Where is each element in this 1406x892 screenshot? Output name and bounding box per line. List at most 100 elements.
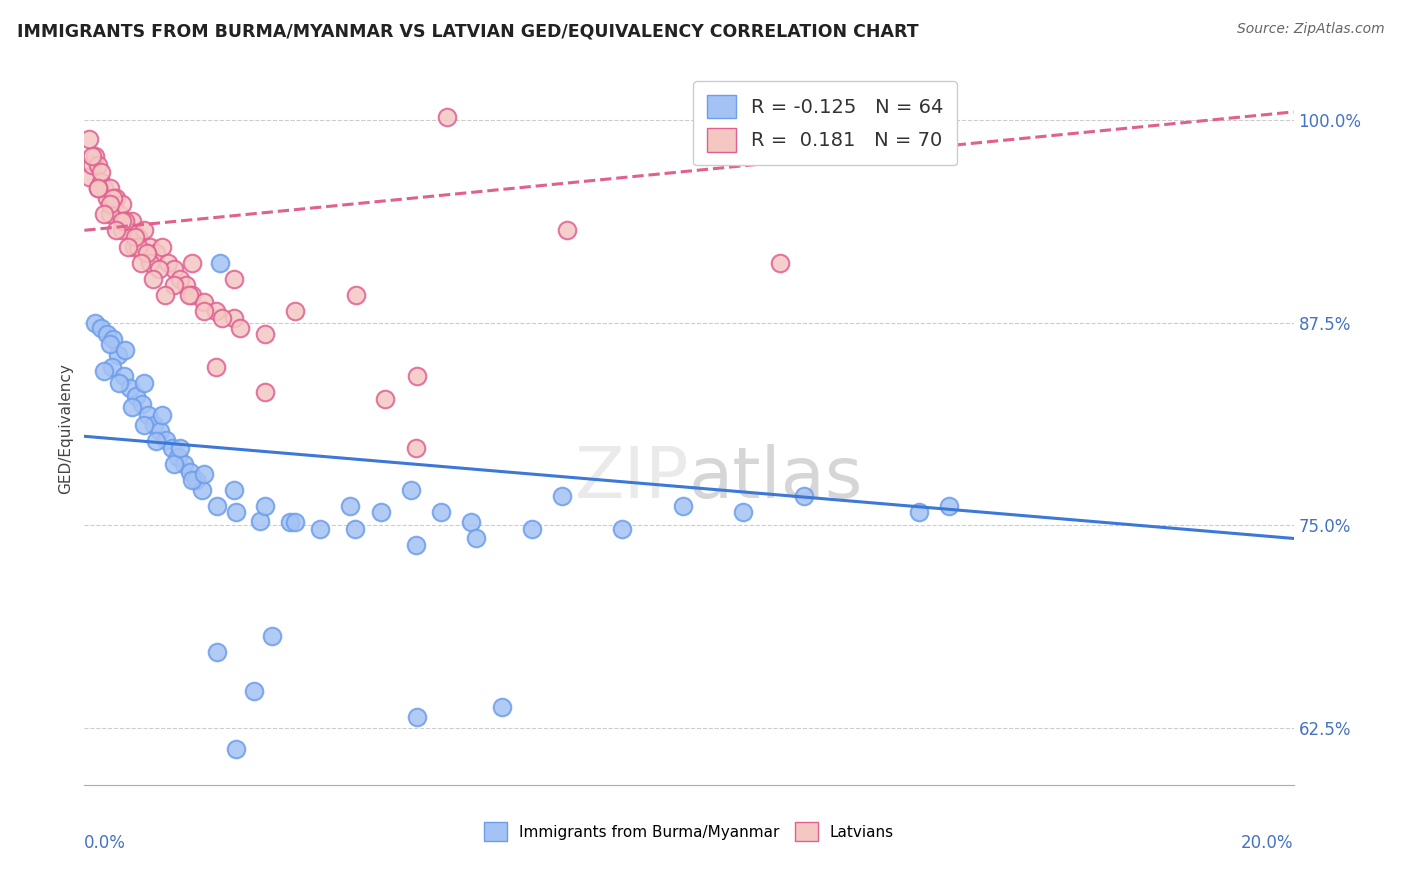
Point bbox=[138, 239, 160, 253]
Point bbox=[339, 499, 361, 513]
Text: ZIP: ZIP bbox=[575, 443, 689, 513]
Point bbox=[224, 272, 246, 286]
Point bbox=[96, 327, 118, 342]
Point bbox=[132, 376, 155, 390]
Point bbox=[149, 425, 172, 439]
Point bbox=[103, 197, 125, 211]
Point bbox=[405, 441, 427, 455]
Point bbox=[124, 229, 146, 244]
Point bbox=[207, 499, 229, 513]
Point bbox=[405, 538, 427, 552]
Point bbox=[370, 506, 392, 520]
Point bbox=[142, 417, 165, 432]
Point bbox=[907, 506, 929, 520]
Point bbox=[84, 316, 107, 330]
Point bbox=[142, 272, 165, 286]
Point bbox=[344, 522, 367, 536]
Point bbox=[155, 433, 177, 447]
Point bbox=[465, 532, 488, 546]
Point bbox=[87, 158, 110, 172]
Point bbox=[150, 239, 173, 253]
Point bbox=[117, 239, 139, 253]
Point bbox=[114, 343, 136, 358]
Point bbox=[87, 181, 110, 195]
Point bbox=[253, 327, 276, 342]
Point bbox=[491, 700, 513, 714]
Point bbox=[93, 364, 115, 378]
Point bbox=[135, 246, 157, 260]
Point bbox=[77, 169, 100, 184]
Point bbox=[127, 229, 149, 244]
Point bbox=[145, 246, 167, 260]
Point bbox=[163, 457, 186, 471]
Point bbox=[406, 710, 429, 724]
Point bbox=[346, 288, 368, 302]
Point bbox=[111, 197, 134, 211]
Point bbox=[229, 320, 252, 334]
Text: 20.0%: 20.0% bbox=[1241, 833, 1294, 852]
Point bbox=[309, 522, 332, 536]
Point bbox=[103, 191, 125, 205]
Point bbox=[114, 213, 136, 227]
Point bbox=[253, 385, 276, 400]
Point bbox=[111, 223, 134, 237]
Point bbox=[167, 450, 190, 465]
Point bbox=[125, 389, 148, 403]
Point bbox=[131, 397, 153, 411]
Point bbox=[284, 515, 307, 529]
Point bbox=[205, 304, 228, 318]
Point bbox=[211, 310, 233, 325]
Point bbox=[90, 165, 112, 179]
Point bbox=[105, 223, 128, 237]
Point bbox=[86, 181, 108, 195]
Point bbox=[117, 223, 139, 237]
Point bbox=[173, 457, 195, 471]
Point bbox=[181, 256, 204, 270]
Point bbox=[145, 434, 167, 449]
Point bbox=[430, 506, 453, 520]
Point bbox=[105, 191, 128, 205]
Point bbox=[181, 288, 204, 302]
Text: 0.0%: 0.0% bbox=[84, 833, 127, 852]
Point bbox=[612, 522, 634, 536]
Point bbox=[163, 278, 186, 293]
Point bbox=[520, 522, 543, 536]
Point bbox=[284, 304, 307, 318]
Point bbox=[103, 332, 125, 346]
Point bbox=[225, 742, 247, 756]
Point bbox=[179, 465, 201, 479]
Point bbox=[186, 473, 208, 487]
Point bbox=[111, 213, 134, 227]
Point bbox=[205, 359, 228, 374]
Point bbox=[260, 629, 283, 643]
Point bbox=[121, 400, 143, 414]
Point bbox=[129, 256, 152, 270]
Point bbox=[114, 213, 136, 227]
Point bbox=[98, 207, 121, 221]
Y-axis label: GED/Equivalency: GED/Equivalency bbox=[58, 363, 73, 493]
Point bbox=[132, 223, 155, 237]
Point bbox=[769, 256, 792, 270]
Point bbox=[98, 181, 121, 195]
Point bbox=[148, 262, 170, 277]
Point bbox=[249, 514, 271, 528]
Point bbox=[191, 483, 214, 497]
Point bbox=[138, 256, 160, 270]
Point bbox=[153, 288, 176, 302]
Point bbox=[93, 207, 115, 221]
Point bbox=[174, 278, 197, 293]
Point bbox=[98, 336, 121, 351]
Point bbox=[207, 645, 229, 659]
Point bbox=[150, 408, 173, 422]
Point bbox=[555, 223, 578, 237]
Point bbox=[374, 392, 396, 406]
Point bbox=[177, 288, 200, 302]
Point bbox=[253, 499, 276, 513]
Point bbox=[224, 483, 246, 497]
Point bbox=[399, 483, 422, 497]
Point bbox=[181, 473, 204, 487]
Point bbox=[169, 272, 191, 286]
Point bbox=[209, 256, 232, 270]
Point bbox=[127, 239, 149, 253]
Point bbox=[406, 369, 429, 384]
